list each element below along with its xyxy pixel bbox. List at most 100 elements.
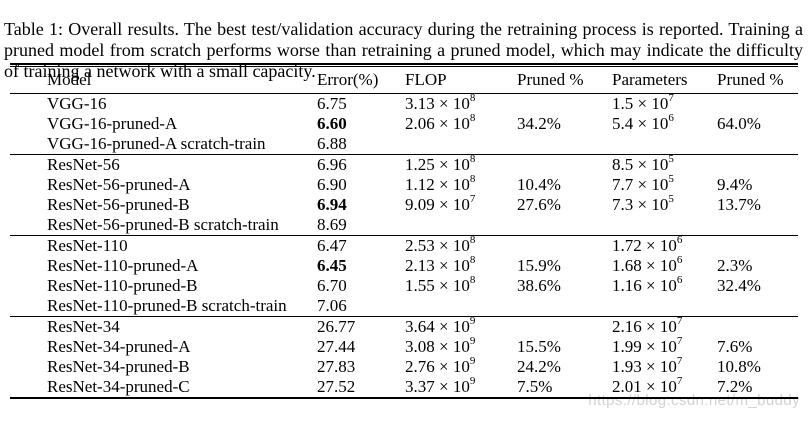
flop-cell: 1.25 × 108 xyxy=(405,153,476,174)
results-table: Model Error(%) FLOP Pruned % Parameters … xyxy=(10,66,798,399)
flop-cell: 1.55 × 108 xyxy=(405,274,476,295)
params-cell: 1.93 × 107 xyxy=(612,355,683,376)
table-group: VGG-16 6.75 3.13 × 108 1.5 × 107 VGG-16-prun… xyxy=(10,92,798,155)
params-pruned-cell xyxy=(717,94,798,115)
flop-cell: 3.13 × 108 xyxy=(405,92,476,113)
params-cell: 2.01 × 107 xyxy=(612,375,683,396)
params-pruned-cell: 32.4% xyxy=(717,276,761,295)
model-cell: ResNet-110-pruned-B scratch-train xyxy=(47,296,287,315)
model-cell: ResNet-34-pruned-C xyxy=(47,377,190,396)
model-cell: ResNet-56-pruned-A xyxy=(47,175,191,194)
flop-pruned-cell: 38.6% xyxy=(517,276,561,295)
flop-cell: 1.12 × 108 xyxy=(405,173,476,194)
error-cell: 7.06 xyxy=(317,296,347,315)
table-row: VGG-16 6.75 3.13 × 108 1.5 × 107 xyxy=(10,92,798,115)
flop-pruned-cell xyxy=(517,236,612,257)
flop-cell: 9.09 × 107 xyxy=(405,193,476,214)
params-cell xyxy=(612,296,717,317)
flop-cell xyxy=(405,215,517,236)
table-container: Model Error(%) FLOP Pruned % Parameters … xyxy=(10,63,798,399)
flop-cell: 2.13 × 108 xyxy=(405,254,476,275)
table-row: VGG-16-pruned-A scratch-train 6.88 xyxy=(10,134,798,155)
table-header: Model Error(%) FLOP Pruned % Parameters … xyxy=(10,67,798,94)
params-pruned-cell xyxy=(717,236,798,257)
flop-pruned-cell xyxy=(517,155,612,176)
params-pruned-cell: 2.3% xyxy=(717,256,753,275)
error-cell: 6.75 xyxy=(317,94,347,113)
flop-pruned-cell xyxy=(517,215,612,236)
params-cell: 7.7 × 105 xyxy=(612,173,674,194)
flop-pruned-cell: 24.2% xyxy=(517,357,561,376)
table-row: ResNet-56 6.96 1.25 × 108 8.5 × 105 xyxy=(10,153,798,176)
csdn-watermark: https://blog.csdn.net/m_buddy xyxy=(588,392,800,409)
table-row: ResNet-110-pruned-B 6.70 1.55 × 108 38.6% 1.… xyxy=(10,274,798,296)
table-row: ResNet-110-pruned-A 6.45 2.13 × 108 15.9% 1.… xyxy=(10,254,798,276)
model-cell: VGG-16-pruned-A scratch-train xyxy=(47,134,266,153)
error-cell: 6.45 xyxy=(317,256,347,275)
model-cell: ResNet-34-pruned-A xyxy=(47,337,191,356)
model-cell: VGG-16-pruned-A xyxy=(47,114,178,133)
header-row: Model Error(%) FLOP Pruned % Parameters … xyxy=(10,67,798,94)
error-cell: 6.47 xyxy=(317,236,347,255)
error-cell: 26.77 xyxy=(317,317,356,336)
params-cell: 7.3 × 105 xyxy=(612,193,674,214)
params-pruned-cell: 64.0% xyxy=(717,114,761,133)
params-cell: 1.99 × 107 xyxy=(612,335,683,356)
params-pruned-cell xyxy=(717,296,798,317)
model-cell: ResNet-110 xyxy=(47,236,128,255)
params-cell: 2.16 × 107 xyxy=(612,315,683,336)
col-header-model: Model xyxy=(47,70,92,89)
col-header-flop: FLOP xyxy=(405,70,447,89)
flop-cell: 3.08 × 109 xyxy=(405,335,476,356)
params-cell: 1.5 × 107 xyxy=(612,92,674,113)
error-cell: 6.96 xyxy=(317,155,347,174)
flop-cell: 2.06 × 108 xyxy=(405,112,476,133)
params-cell: 1.16 × 106 xyxy=(612,274,683,295)
params-cell: 5.4 × 106 xyxy=(612,112,674,133)
model-cell: ResNet-56 xyxy=(47,155,120,174)
table-group: ResNet-34 26.77 3.64 × 109 2.16 × 107 ResNet… xyxy=(10,315,798,399)
flop-pruned-cell: 15.5% xyxy=(517,337,561,356)
model-cell: ResNet-110-pruned-A xyxy=(47,256,199,275)
model-cell: ResNet-56-pruned-B scratch-train xyxy=(47,215,279,234)
flop-cell: 3.64 × 109 xyxy=(405,315,476,336)
flop-pruned-cell: 7.5% xyxy=(517,377,553,396)
table-row: ResNet-110-pruned-B scratch-train 7.06 xyxy=(10,296,798,317)
col-header-error: Error(%) xyxy=(317,70,379,89)
model-cell: VGG-16 xyxy=(47,94,107,113)
flop-pruned-cell: 15.9% xyxy=(517,256,561,275)
flop-pruned-cell: 10.4% xyxy=(517,175,561,194)
error-cell: 8.69 xyxy=(317,215,347,234)
error-cell: 6.90 xyxy=(317,175,347,194)
table-row: ResNet-34-pruned-A 27.44 3.08 × 109 15.5% 1.… xyxy=(10,335,798,357)
params-pruned-cell: 7.2% xyxy=(717,377,753,396)
error-cell: 27.44 xyxy=(317,337,356,356)
params-cell: 8.5 × 105 xyxy=(612,153,674,174)
table-group: ResNet-56 6.96 1.25 × 108 8.5 × 105 ResNet-5… xyxy=(10,153,798,236)
params-pruned-cell: 7.6% xyxy=(717,337,753,356)
flop-pruned-cell: 27.6% xyxy=(517,195,561,214)
table-group: ResNet-110 6.47 2.53 × 108 1.72 × 106 ResNet… xyxy=(10,234,798,317)
flop-pruned-cell xyxy=(517,94,612,115)
params-cell: 1.68 × 106 xyxy=(612,254,683,275)
table-row: ResNet-56-pruned-B scratch-train 8.69 xyxy=(10,215,798,236)
table-row: ResNet-34-pruned-C 27.52 3.37 × 109 7.5% 2.0… xyxy=(10,375,798,398)
params-pruned-cell: 13.7% xyxy=(717,195,761,214)
col-header-parameters: Parameters xyxy=(612,70,688,89)
model-cell: ResNet-56-pruned-B xyxy=(47,195,190,214)
model-cell: ResNet-110-pruned-B xyxy=(47,276,198,295)
table-row: VGG-16-pruned-A 6.60 2.06 × 108 34.2% 5.4 × … xyxy=(10,112,798,134)
flop-cell: 3.37 × 109 xyxy=(405,375,476,396)
col-header-flop-pruned: Pruned % xyxy=(517,70,584,89)
params-cell xyxy=(612,134,717,155)
table-row: ResNet-34 26.77 3.64 × 109 2.16 × 107 xyxy=(10,315,798,338)
flop-cell: 2.53 × 108 xyxy=(405,234,476,255)
params-pruned-cell: 10.8% xyxy=(717,357,761,376)
error-cell: 27.83 xyxy=(317,357,356,376)
flop-pruned-cell: 34.2% xyxy=(517,114,561,133)
flop-pruned-cell xyxy=(517,317,612,338)
flop-pruned-cell xyxy=(517,134,612,155)
flop-cell: 2.76 × 109 xyxy=(405,355,476,376)
error-cell: 27.52 xyxy=(317,377,356,396)
